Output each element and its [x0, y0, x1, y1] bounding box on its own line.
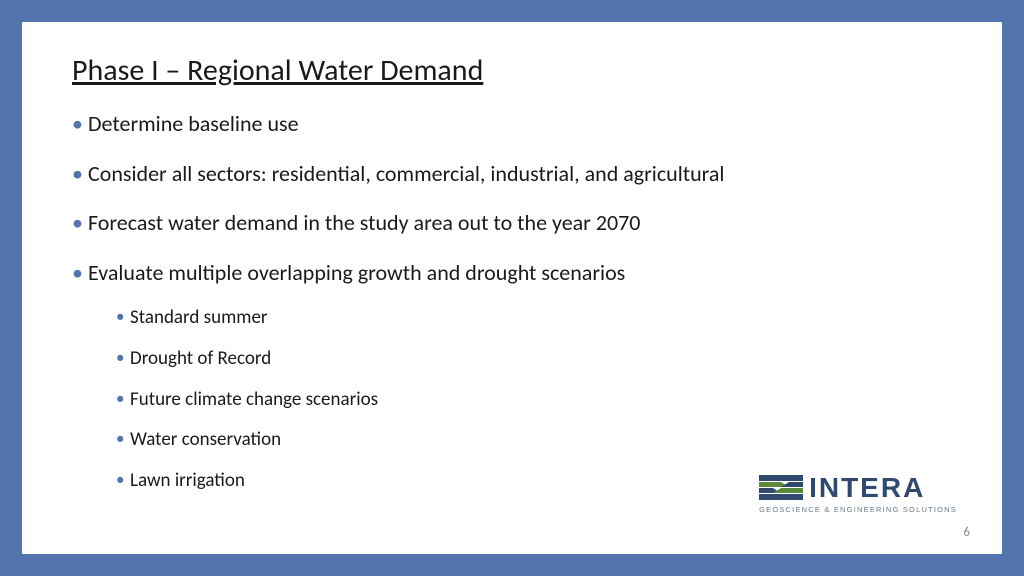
bullet-list-level2: Standard summer Drought of Record Future… [116, 306, 962, 493]
logo-tagline: GEOSCIENCE & ENGINEERING SOLUTIONS [759, 505, 957, 514]
list-item: Water conservation [116, 428, 962, 452]
list-item: Evaluate multiple overlapping growth and… [72, 259, 962, 493]
logo-mark-icon [759, 475, 803, 501]
slide-title: Phase I – Regional Water Demand [72, 52, 483, 89]
list-item: Future climate change scenarios [116, 388, 962, 412]
bullet-text: Determine baseline use [88, 110, 299, 137]
bullet-text: Evaluate multiple overlapping growth and… [88, 259, 625, 286]
slide-frame: Phase I – Regional Water Demand Determin… [22, 22, 1002, 554]
logo-main-row: INTERA [759, 472, 957, 504]
list-item: Consider all sectors: residential, comme… [72, 160, 962, 188]
list-item: Drought of Record [116, 347, 962, 371]
page-number: 6 [963, 525, 970, 540]
bullet-text: Forecast water demand in the study area … [88, 209, 640, 236]
bullet-text: Lawn irrigation [130, 469, 245, 492]
bullet-text: Future climate change scenarios [130, 388, 378, 411]
list-item: Determine baseline use [72, 110, 962, 138]
bullet-text: Standard summer [130, 306, 268, 329]
list-item: Forecast water demand in the study area … [72, 209, 962, 237]
logo-wordmark: INTERA [809, 472, 925, 504]
bullet-text: Consider all sectors: residential, comme… [88, 160, 725, 187]
bullet-text: Water conservation [130, 428, 281, 451]
company-logo: INTERA GEOSCIENCE & ENGINEERING SOLUTION… [759, 472, 957, 514]
bullet-list-level1: Determine baseline use Consider all sect… [72, 110, 962, 515]
list-item: Standard summer [116, 306, 962, 330]
bullet-text: Drought of Record [130, 347, 271, 370]
